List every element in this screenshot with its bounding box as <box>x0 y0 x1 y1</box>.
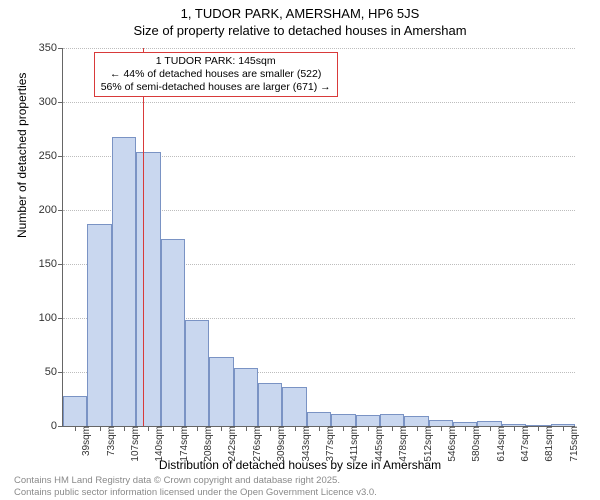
xtick-label: 411sqm <box>347 426 360 461</box>
histogram-bar <box>136 152 160 426</box>
y-axis-label: Number of detached properties <box>15 73 29 238</box>
xtick-label: 39sqm <box>79 426 92 456</box>
footer-attribution: Contains HM Land Registry data © Crown c… <box>14 475 377 498</box>
histogram-bar <box>258 383 282 426</box>
xtick-label: 174sqm <box>177 426 190 462</box>
histogram-bar <box>307 412 331 426</box>
xtick-mark <box>441 426 442 431</box>
ytick-mark <box>58 48 63 49</box>
histogram-bar <box>112 137 136 426</box>
xtick-mark <box>563 426 564 431</box>
histogram-bar <box>331 414 355 426</box>
xtick-label: 276sqm <box>250 426 263 462</box>
footer-line1: Contains HM Land Registry data © Crown c… <box>14 475 377 486</box>
annotation-line: ← 44% of detached houses are smaller (52… <box>101 68 331 81</box>
chart-title-line2: Size of property relative to detached ho… <box>0 23 600 40</box>
ytick-mark <box>58 426 63 427</box>
xtick-mark <box>490 426 491 431</box>
histogram-chart: 1, TUDOR PARK, AMERSHAM, HP6 5JS Size of… <box>0 0 600 500</box>
histogram-bar <box>161 239 185 426</box>
annotation-line: 1 TUDOR PARK: 145sqm <box>101 55 331 68</box>
xtick-mark <box>197 426 198 431</box>
xtick-label: 107sqm <box>128 426 141 462</box>
plot-area: 05010015020025030035039sqm73sqm107sqm140… <box>62 48 575 427</box>
xtick-mark <box>270 426 271 431</box>
xtick-label: 546sqm <box>445 426 458 462</box>
xtick-mark <box>100 426 101 431</box>
xtick-mark <box>465 426 466 431</box>
xtick-label: 580sqm <box>469 426 482 462</box>
annotation-box: 1 TUDOR PARK: 145sqm← 44% of detached ho… <box>94 52 338 97</box>
xtick-mark <box>417 426 418 431</box>
xtick-label: 647sqm <box>518 426 531 462</box>
footer-line2: Contains public sector information licen… <box>14 487 377 498</box>
xtick-label: 478sqm <box>396 426 409 462</box>
xtick-label: 242sqm <box>225 426 238 462</box>
gridline-h <box>63 102 575 103</box>
ytick-mark <box>58 102 63 103</box>
xtick-label: 208sqm <box>201 426 214 462</box>
xtick-mark <box>75 426 76 431</box>
reference-line <box>143 48 144 426</box>
xtick-label: 73sqm <box>104 426 117 456</box>
histogram-bar <box>404 416 428 426</box>
xtick-mark <box>538 426 539 431</box>
histogram-bar <box>209 357 233 426</box>
xtick-label: 512sqm <box>421 426 434 462</box>
xtick-label: 309sqm <box>274 426 287 462</box>
xtick-label: 377sqm <box>323 426 336 462</box>
histogram-bar <box>185 320 209 426</box>
xtick-mark <box>343 426 344 431</box>
ytick-mark <box>58 264 63 265</box>
xtick-mark <box>246 426 247 431</box>
xtick-label: 715sqm <box>567 426 580 462</box>
histogram-bar <box>282 387 306 426</box>
xtick-mark <box>392 426 393 431</box>
xtick-mark <box>295 426 296 431</box>
histogram-bar <box>63 396 87 426</box>
xtick-label: 445sqm <box>372 426 385 462</box>
xtick-mark <box>221 426 222 431</box>
xtick-mark <box>514 426 515 431</box>
xtick-mark <box>148 426 149 431</box>
histogram-bar <box>87 224 111 426</box>
xtick-label: 614sqm <box>494 426 507 462</box>
xtick-label: 681sqm <box>542 426 555 462</box>
annotation-line: 56% of semi-detached houses are larger (… <box>101 81 331 94</box>
xtick-mark <box>368 426 369 431</box>
gridline-h <box>63 48 575 49</box>
x-axis-label: Distribution of detached houses by size … <box>159 458 441 472</box>
histogram-bar <box>380 414 404 426</box>
histogram-bar <box>356 415 380 426</box>
histogram-bar <box>234 368 258 426</box>
ytick-mark <box>58 372 63 373</box>
xtick-mark <box>319 426 320 431</box>
chart-title-block: 1, TUDOR PARK, AMERSHAM, HP6 5JS Size of… <box>0 0 600 40</box>
xtick-mark <box>124 426 125 431</box>
ytick-mark <box>58 210 63 211</box>
xtick-label: 140sqm <box>152 426 165 462</box>
ytick-mark <box>58 318 63 319</box>
ytick-mark <box>58 156 63 157</box>
chart-title-line1: 1, TUDOR PARK, AMERSHAM, HP6 5JS <box>0 6 600 23</box>
xtick-mark <box>173 426 174 431</box>
xtick-label: 343sqm <box>299 426 312 462</box>
